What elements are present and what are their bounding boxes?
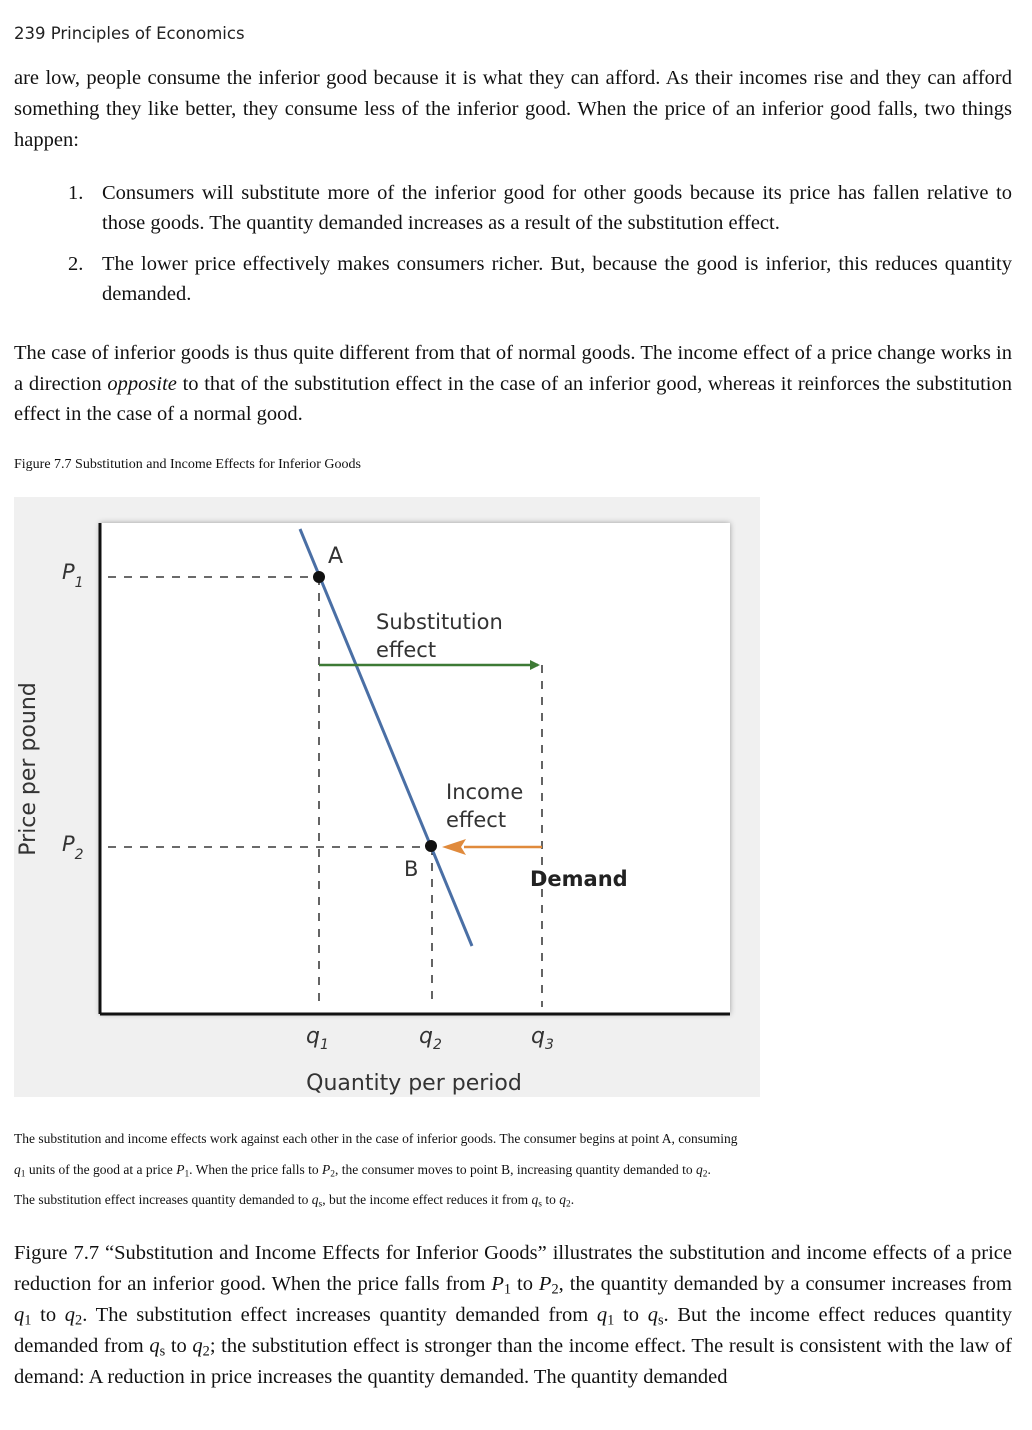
point-a-marker [313,571,325,583]
list-number: 1. [68,182,84,204]
emphasis-opposite: opposite [107,372,177,395]
list-item: 1. Consumers will substitute more of the… [60,178,1012,238]
point-a-label: A [328,544,343,569]
figure-title: Figure 7.7 Substitution and Income Effec… [14,457,361,472]
inferior-goods-diagram: A B Substitution effect Income effect De… [14,497,760,1097]
figure-caption: The substitution and income effects work… [14,1124,774,1216]
paragraph-intro: are low, people consume the inferior goo… [14,67,1012,151]
list-item: 2. The lower price effectively makes con… [60,249,1012,309]
paragraph-inferior-vs-normal: The case of inferior goods is thus quite… [14,342,1012,425]
effects-list: 1. Consumers will substitute more of the… [60,178,1012,320]
caption-line-2: q1 units of the good at a price P1. When… [14,1161,711,1179]
income-label-line1: Income [446,780,523,804]
plot-area [100,523,730,1014]
substitution-label-line1: Substitution [376,610,503,634]
list-text: Consumers will substitute more of the in… [102,182,1012,234]
x-axis-label: Quantity per period [306,1071,522,1096]
caption-line-3: The substitution effect increases quanti… [14,1192,575,1210]
caption-line-1: The substitution and income effects work… [14,1131,738,1146]
point-b-label: B [404,857,418,881]
q2-tick-label: q2 [419,1024,442,1053]
demand-curve [298,528,474,947]
substitution-label-line2: effect [376,638,436,662]
y-axis-label: Price per pound [16,682,41,855]
point-b-marker [425,840,437,852]
q1-tick-label: q1 [306,1024,329,1053]
income-label-line2: effect [446,808,506,832]
figure-7-7: A B Substitution effect Income effect De… [14,497,760,1097]
list-number: 2. [68,253,84,275]
paragraph-figure-discussion: Figure 7.7 “Substitution and Income Effe… [14,1242,1013,1388]
p1-tick-label: P1 [62,560,84,591]
income-arrowhead [442,839,466,855]
p2-tick-label: P2 [62,832,84,863]
list-text: The lower price effectively makes consum… [102,253,1012,305]
page-header: 239 Principles of Economics [14,24,245,43]
demand-label: Demand [530,867,628,891]
q3-tick-label: q3 [531,1024,554,1053]
